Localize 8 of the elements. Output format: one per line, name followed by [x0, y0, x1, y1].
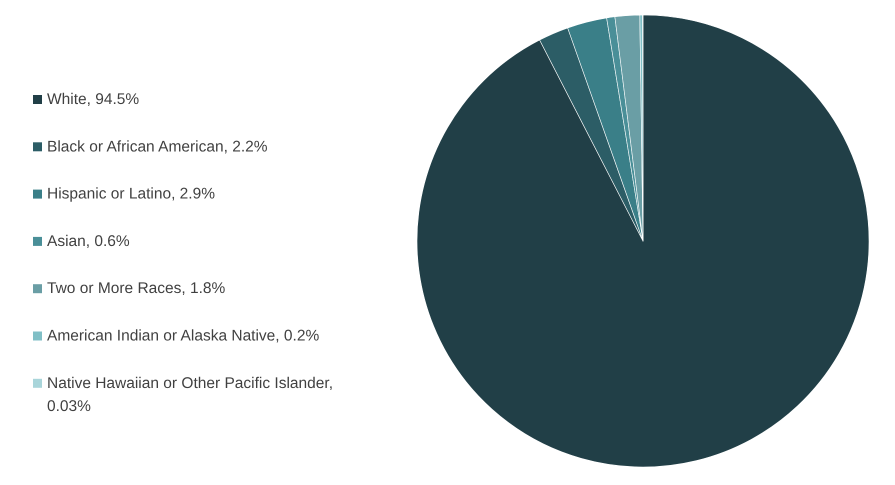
legend-label: White, 94.5%	[47, 91, 140, 108]
legend-label: Hispanic or Latino, 2.9%	[47, 186, 216, 203]
pie-slice	[417, 14, 870, 468]
legend-label: Black or African American, 2.2%	[47, 138, 268, 156]
legend-label: Native Hawaiian or Other Pacific Islander, 0.03%	[47, 374, 334, 415]
legend-label: American Indian or Alaska Native, 0.2%	[47, 328, 320, 345]
legend-label: Asian, 0.6%	[47, 232, 130, 250]
legend-label: Two or More Races, 1.8%	[47, 280, 226, 298]
